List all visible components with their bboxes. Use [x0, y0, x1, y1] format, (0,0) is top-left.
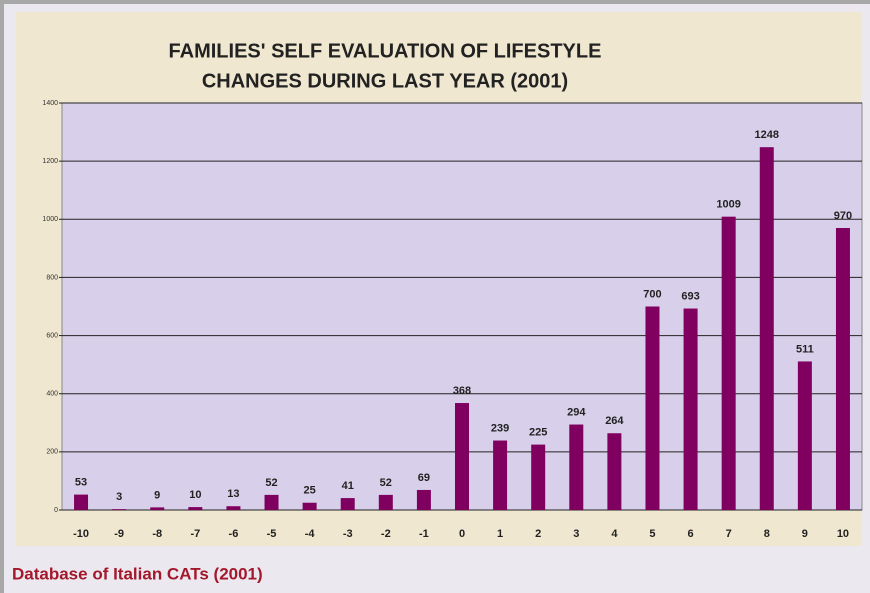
bar [340, 498, 355, 510]
value-label: 1248 [755, 129, 779, 141]
x-tick-label: 6 [688, 528, 694, 540]
y-tick-label: 200 [46, 449, 58, 456]
bar [112, 509, 127, 510]
x-tick-label: -10 [73, 528, 89, 540]
value-label: 700 [643, 288, 661, 300]
value-label: 294 [567, 406, 586, 418]
bar [683, 308, 698, 510]
value-label: 13 [227, 488, 239, 500]
bar [302, 502, 317, 510]
value-label: 53 [75, 476, 87, 488]
value-label: 970 [834, 210, 852, 222]
bar [150, 507, 165, 510]
y-tick-label: 1000 [42, 216, 58, 223]
bar [607, 433, 622, 510]
value-label: 239 [491, 422, 509, 434]
bar [835, 228, 850, 510]
x-tick-label: 7 [726, 528, 732, 540]
x-tick-label: -3 [343, 528, 353, 540]
y-tick-label: 400 [46, 391, 58, 398]
value-label: 25 [303, 485, 315, 497]
border-top [0, 0, 870, 4]
x-tick-label: 10 [837, 528, 849, 540]
x-tick-label: -9 [114, 528, 124, 540]
x-tick-label: -5 [267, 528, 277, 540]
x-tick-label: -6 [229, 528, 239, 540]
y-tick-label: 600 [46, 332, 58, 339]
bar [226, 506, 241, 510]
value-label: 52 [380, 477, 392, 489]
bar [74, 494, 89, 510]
x-tick-label: -7 [190, 528, 200, 540]
x-tick-label: 1 [497, 528, 503, 540]
x-tick-label: 2 [535, 528, 541, 540]
bar [188, 507, 203, 510]
bar [264, 494, 279, 510]
bar [645, 306, 660, 510]
value-label: 693 [681, 290, 699, 302]
bar [416, 489, 431, 510]
x-tick-label: -4 [305, 528, 316, 540]
bar [455, 403, 469, 510]
bar [721, 216, 736, 510]
x-tick-label: -1 [419, 528, 429, 540]
bar [493, 440, 508, 510]
value-label: 3 [116, 491, 122, 503]
chart-title: CHANGES DURING LAST YEAR (2001) [202, 70, 568, 92]
value-label: 225 [529, 426, 547, 438]
value-label: 41 [342, 480, 354, 492]
bar [569, 424, 584, 510]
value-label: 52 [265, 477, 277, 489]
caption: Database of Italian CATs (2001) [12, 564, 263, 583]
value-label: 368 [453, 385, 471, 397]
x-tick-label: 4 [611, 528, 618, 540]
y-tick-label: 1400 [42, 100, 58, 107]
x-tick-label: -8 [152, 528, 162, 540]
bar [759, 147, 774, 510]
value-label: 69 [418, 472, 430, 484]
x-tick-label: 3 [573, 528, 579, 540]
chart-title: FAMILIES' SELF EVALUATION OF LIFESTYLE [169, 40, 602, 62]
value-label: 511 [796, 343, 814, 355]
bar [531, 444, 546, 510]
border-left [0, 0, 4, 593]
y-tick-label: 0 [54, 507, 58, 514]
y-tick-label: 1200 [42, 158, 58, 165]
value-label: 1009 [716, 199, 740, 211]
x-tick-label: -2 [381, 528, 391, 540]
value-label: 9 [154, 489, 160, 501]
x-tick-label: 5 [649, 528, 655, 540]
bar [378, 494, 393, 510]
x-tick-label: 9 [802, 528, 808, 540]
value-label: 264 [605, 415, 624, 427]
value-label: 10 [189, 489, 201, 501]
x-tick-label: 8 [764, 528, 770, 540]
x-tick-label: 0 [459, 528, 465, 540]
y-tick-label: 800 [46, 274, 58, 281]
bar [797, 361, 812, 510]
